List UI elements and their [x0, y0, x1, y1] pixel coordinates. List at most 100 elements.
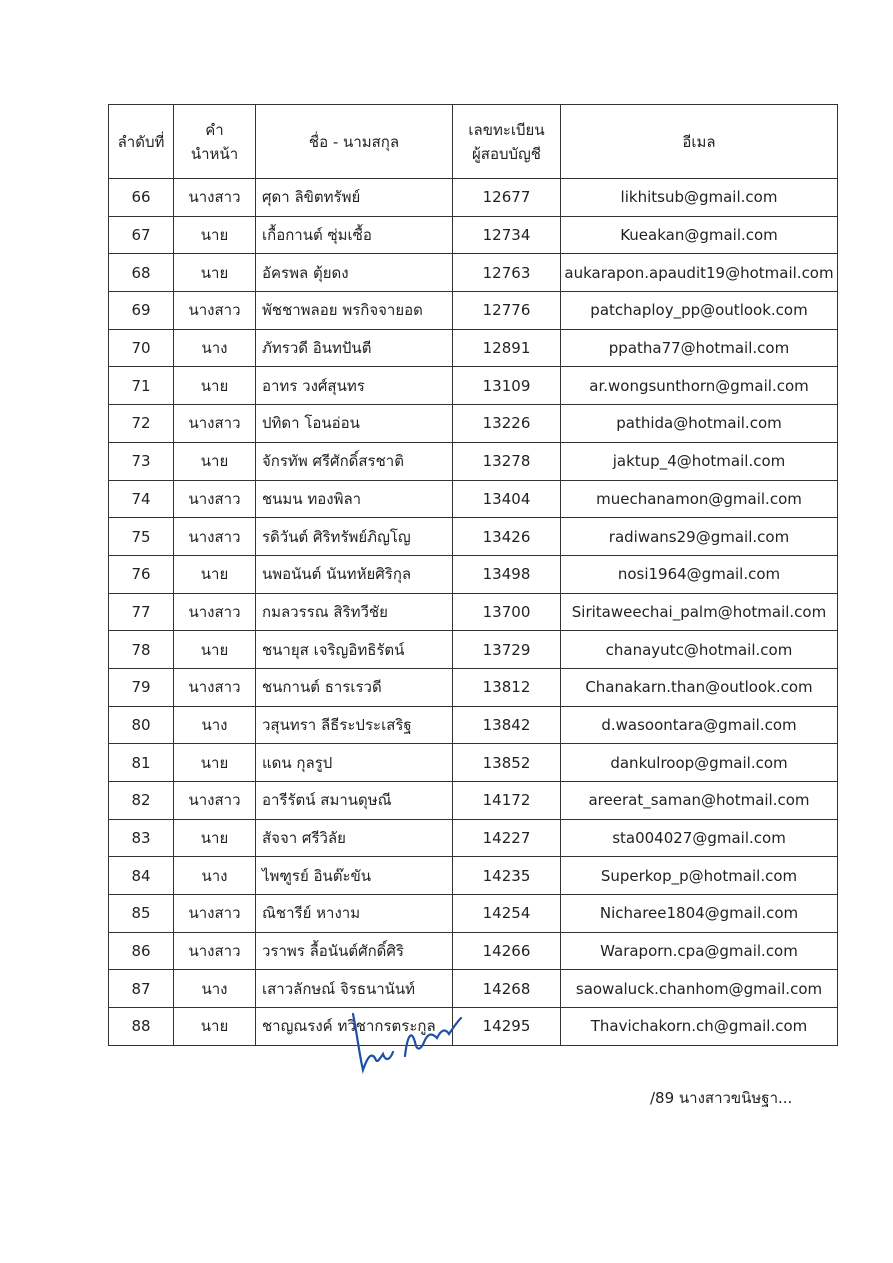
table-row: 82 นางสาว อารีรัตน์ สมานดุษณี 14172 areerat_…	[108, 781, 838, 820]
cell-title: นาย	[173, 441, 256, 481]
cell-no: 67	[108, 215, 174, 255]
cell-email: Thavichakorn.ch@gmail.com	[560, 1007, 838, 1046]
cell-email: likhitsub@gmail.com	[560, 178, 838, 217]
cell-email: d.wasoontara@gmail.com	[560, 705, 838, 745]
cell-email: pathida@hotmail.com	[560, 404, 838, 443]
cell-email: sta004027@gmail.com	[560, 818, 838, 858]
header-reg: เลขทะเบียน ผู้สอบบัญชี	[452, 104, 561, 179]
table-row: 74 นางสาว ชนมน ทองพิลา 13404 muechanamon@gma…	[108, 479, 838, 519]
table-row: 78 นาย ชนายุส เจริญอิทธิรัตน์ 13729 chanayut…	[108, 630, 838, 669]
table-row: 86 นางสาว วราพร ลื้อนันต์ศักดิ์ศิริ 14266 Wa…	[108, 931, 838, 971]
table-row: 79 นางสาว ชนกานต์ ธารเรวดี 13812 Chanakarn.t…	[108, 667, 838, 707]
cell-reg: 13700	[452, 592, 561, 632]
header-reg-line2: ผู้สอบบัญชี	[472, 144, 541, 163]
cell-name: พัชชาพลอย พรกิจจายอด	[255, 291, 453, 330]
cell-title: นาย	[173, 630, 256, 669]
cell-reg: 13278	[452, 441, 561, 481]
table-row: 81 นาย แดน กุลรูป 13852 dankulroop@gmail.com	[108, 743, 838, 782]
cell-name: ศุดา ลิขิตทรัพย์	[255, 178, 453, 217]
cell-title: นางสาว	[173, 291, 256, 330]
cell-title: นางสาว	[173, 517, 256, 556]
cell-reg: 13426	[452, 517, 561, 556]
header-name: ชื่อ - นามสกุล	[255, 104, 453, 179]
cell-title: นางสาว	[173, 667, 256, 707]
header-title-line2: นำหน้า	[190, 144, 239, 163]
cell-no: 81	[108, 743, 174, 782]
cell-title: นาย	[173, 253, 256, 293]
cell-name: ปทิดา โอนอ่อน	[255, 404, 453, 443]
table-row: 77 นางสาว กมลวรรณ สิริทวีชัย 13700 Siritawee…	[108, 592, 838, 632]
cell-title: นางสาว	[173, 781, 256, 820]
cell-email: Waraporn.cpa@gmail.com	[560, 931, 838, 971]
cell-no: 83	[108, 818, 174, 858]
cell-name: ภัทรวดี อินทปันตี	[255, 328, 453, 368]
cell-email: Superkop_p@hotmail.com	[560, 856, 838, 896]
cell-no: 70	[108, 328, 174, 368]
cell-reg: 12734	[452, 215, 561, 255]
cell-email: dankulroop@gmail.com	[560, 743, 838, 782]
cell-email: patchaploy_pp@outlook.com	[560, 291, 838, 330]
cell-email: radiwans29@gmail.com	[560, 517, 838, 556]
cell-title: นางสาว	[173, 592, 256, 632]
cell-name: วสุนทรา ลีธีระประเสริฐ	[255, 705, 453, 745]
header-title-line1: คำ	[205, 120, 224, 139]
cell-reg: 14227	[452, 818, 561, 858]
table-row: 80 นาง วสุนทรา ลีธีระประเสริฐ 13842 d.wasoon…	[108, 705, 838, 745]
cell-name: ชนกานต์ ธารเรวดี	[255, 667, 453, 707]
cell-no: 74	[108, 479, 174, 519]
cell-name: เกื้อกานต์ ซุ่มเซื้อ	[255, 215, 453, 255]
cell-no: 85	[108, 894, 174, 933]
cell-reg: 13404	[452, 479, 561, 519]
cell-email: ppatha77@hotmail.com	[560, 328, 838, 368]
cell-no: 76	[108, 554, 174, 594]
cell-email: muechanamon@gmail.com	[560, 479, 838, 519]
cell-no: 71	[108, 366, 174, 406]
table-row: 83 นาย สัจจา ศรีวิลัย 14227 sta004027@gmail.…	[108, 818, 838, 858]
table-row: 75 นางสาว รดิวันต์ ศิริทรัพย์ภิญโญ 13426 rad…	[108, 517, 838, 556]
cell-reg: 13226	[452, 404, 561, 443]
cell-email: jaktup_4@hotmail.com	[560, 441, 838, 481]
cell-title: นางสาว	[173, 931, 256, 971]
cell-no: 73	[108, 441, 174, 481]
cell-title: นาย	[173, 743, 256, 782]
table-header-row: ลำดับที่ คำ นำหน้า ชื่อ - นามสกุล เลขทะเบ…	[108, 104, 838, 179]
table-row: 71 นาย อาทร วงศ์สุนทร 13109 ar.wongsunthorn@…	[108, 366, 838, 406]
cell-no: 69	[108, 291, 174, 330]
cell-title: นางสาว	[173, 404, 256, 443]
cell-no: 82	[108, 781, 174, 820]
table-row: 70 นาง ภัทรวดี อินทปันตี 12891 ppatha77@hotm…	[108, 328, 838, 368]
table-row: 85 นางสาว ณิชารีย์ หางาม 14254 Nicharee1804@…	[108, 894, 838, 933]
cell-title: นาง	[173, 705, 256, 745]
cell-no: 84	[108, 856, 174, 896]
cell-title: นาย	[173, 215, 256, 255]
table-row: 69 นางสาว พัชชาพลอย พรกิจจายอด 12776 patchap…	[108, 291, 838, 330]
cell-reg: 13842	[452, 705, 561, 745]
cell-name: อาทร วงศ์สุนทร	[255, 366, 453, 406]
cell-name: นพอนันต์ นันทหัยศิริกุล	[255, 554, 453, 594]
cell-no: 79	[108, 667, 174, 707]
cell-title: นางสาว	[173, 479, 256, 519]
cell-email: areerat_saman@hotmail.com	[560, 781, 838, 820]
cell-title: นางสาว	[173, 894, 256, 933]
cell-email: Chanakarn.than@outlook.com	[560, 667, 838, 707]
cell-reg: 14235	[452, 856, 561, 896]
cell-name: วราพร ลื้อนันต์ศักดิ์ศิริ	[255, 931, 453, 971]
header-title: คำนำหน้า	[173, 104, 256, 179]
table-row: 88 นาย ชาญณรงค์ ทวิชากรตระกูล 14295 Thavicha…	[108, 1007, 838, 1046]
cell-name: สัจจา ศรีวิลัย	[255, 818, 453, 858]
cell-reg: 13498	[452, 554, 561, 594]
cell-email: Kueakan@gmail.com	[560, 215, 838, 255]
cell-title: นาย	[173, 818, 256, 858]
table-row: 67 นาย เกื้อกานต์ ซุ่มเซื้อ 12734 Kueakan@gm…	[108, 215, 838, 255]
cell-name: เสาวลักษณ์ จิรธนานันท์	[255, 969, 453, 1009]
cell-no: 78	[108, 630, 174, 669]
cell-title: นาง	[173, 969, 256, 1009]
table-row: 66 นางสาว ศุดา ลิขิตทรัพย์ 12677 likhitsub@g…	[108, 178, 838, 217]
cell-name: จักรทัพ ศรีศักดิ์สรชาติ	[255, 441, 453, 481]
table-row: 76 นาย นพอนันต์ นันทหัยศิริกุล 13498 nosi196…	[108, 554, 838, 594]
cell-email: saowaluck.chanhom@gmail.com	[560, 969, 838, 1009]
table-row: 84 นาง ไพฑูรย์ อินต๊ะขัน 14235 Superkop_p@ho…	[108, 856, 838, 896]
table-row: 68 นาย อัครพล ตุ้ยดง 12763 aukarapon.apaudit…	[108, 253, 838, 293]
cell-name: ไพฑูรย์ อินต๊ะขัน	[255, 856, 453, 896]
cell-name: อัครพล ตุ้ยดง	[255, 253, 453, 293]
